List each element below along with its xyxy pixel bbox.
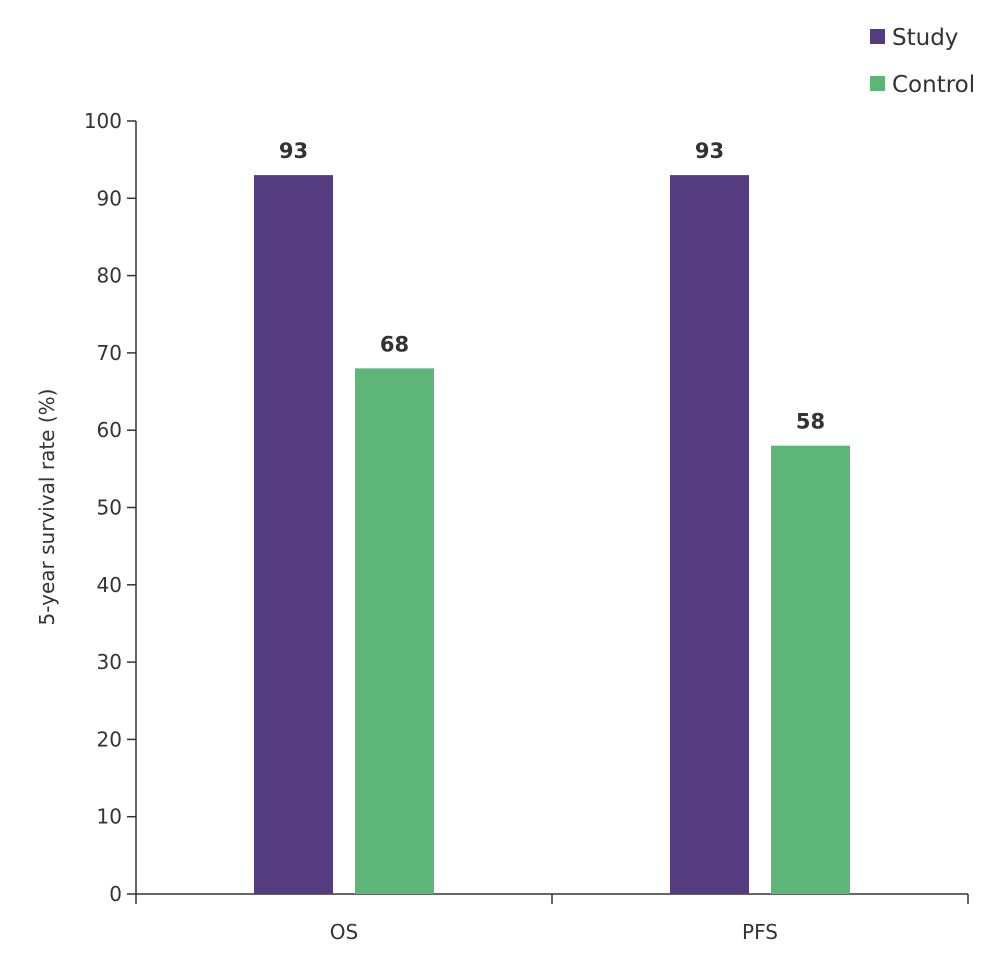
y-tick-label: 50 [97,496,122,520]
legend-swatch-study [870,29,885,44]
y-tick-label: 40 [97,573,122,597]
y-tick-label: 60 [97,418,122,442]
y-axis: 0 10 20 30 40 50 60 70 80 90 100 [84,109,137,906]
bar-study-pfs [670,175,749,895]
data-label: 58 [796,410,825,434]
y-tick-label: 10 [97,805,122,829]
bars [254,175,850,895]
legend-swatch-control [870,76,885,91]
bar-control-os [355,368,434,894]
y-tick-label: 0 [109,882,122,906]
y-tick-label: 30 [97,650,122,674]
legend: Study Control [870,25,975,98]
y-tick-label: 80 [97,264,122,288]
data-label: 93 [279,139,308,163]
x-tick-label: OS [330,920,358,944]
data-label: 68 [380,332,409,356]
y-tick-label: 70 [97,341,122,365]
data-labels: 93 68 93 58 [279,139,825,434]
x-tick-label: PFS [742,920,778,944]
y-tick-label: 20 [97,727,122,751]
y-tick-label: 100 [84,109,122,133]
x-axis: OS PFS [135,893,969,944]
y-tick-label: 90 [97,186,122,210]
legend-label-control: Control [892,72,975,98]
y-axis-title: 5-year survival rate (%) [35,389,59,626]
data-label: 93 [695,139,724,163]
bar-control-pfs [771,445,850,894]
legend-label-study: Study [892,25,958,51]
bar-study-os [254,175,333,895]
